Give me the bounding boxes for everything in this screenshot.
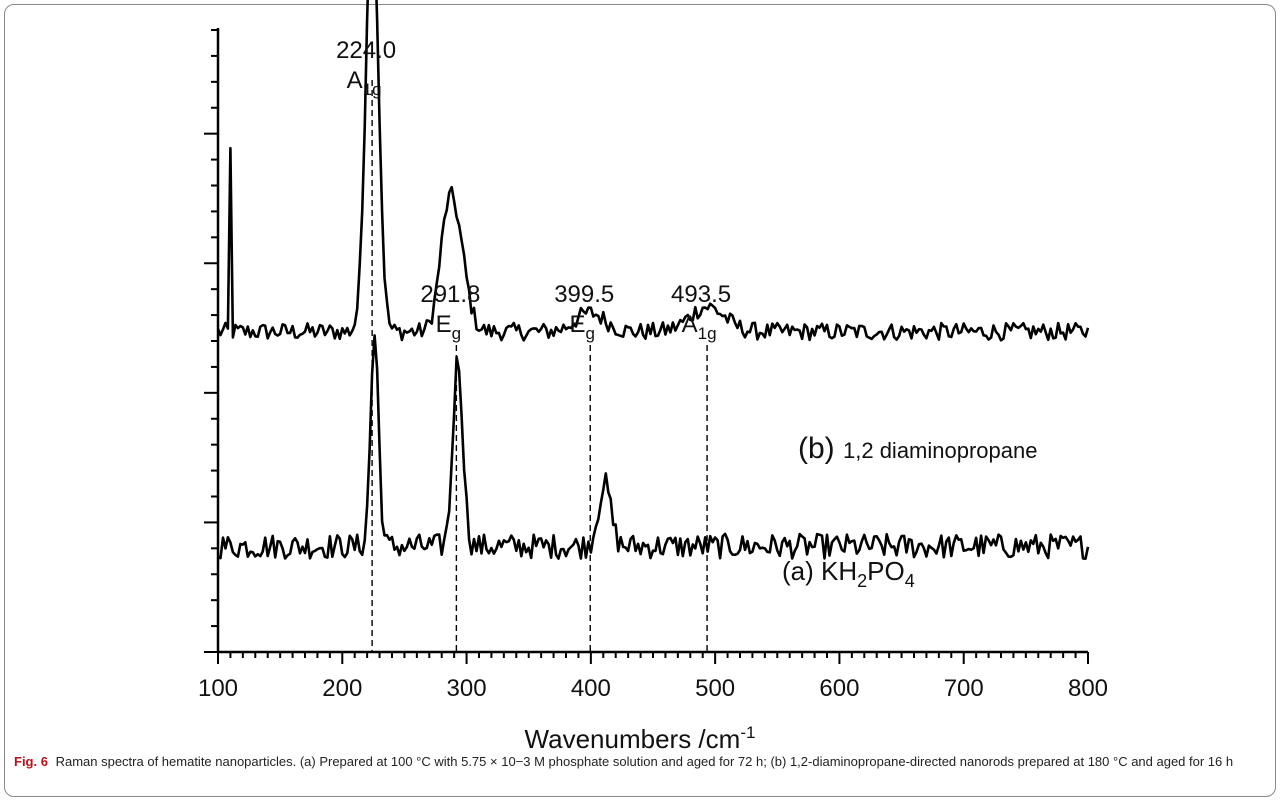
peak-value-label: 493.5 [671,281,731,308]
x-tick-label: 500 [695,675,735,702]
figure-frame [4,4,1276,797]
peak-value-label: 399.5 [554,281,614,308]
x-tick-label: 800 [1068,675,1108,702]
mode-label: Eg [436,311,461,343]
caption-label: Fig. 6 [14,754,48,769]
spectrum-line [217,334,1090,560]
mode-label: Eg [569,311,594,343]
series-group [216,0,1090,560]
annotation-labels: 224.0 A1g 291.8 Eg 399.5 Eg 493.5 A1g (b) 1,2 di… [336,37,1037,591]
figure-caption: Fig. 6 Raman spectra of hematite nanopar… [14,752,1254,771]
x-tick-label: 400 [571,675,611,702]
reference-lines [371,80,708,652]
series-label-a: (a) KH2PO4 [782,556,915,591]
x-tick-label: 300 [447,675,487,702]
x-tick-label: 700 [944,675,984,702]
chart-axes: 100 200 300 400 500 600 700 800 [198,28,1108,702]
peak-value-label: 291.8 [420,281,480,308]
x-axis-title: Wavenumbers /cm-1 [525,723,756,754]
x-tick-label: 200 [322,675,362,702]
x-tick-label: 600 [819,675,859,702]
mode-label: A1g [682,311,717,343]
caption-text: Raman spectra of hematite nanoparticles.… [55,754,1234,769]
x-tick-label: 100 [198,675,238,702]
mode-label: A1g [347,67,382,99]
spectrum-line [216,0,1090,342]
series-label-b: (b) 1,2 diaminopropane [798,432,1037,465]
peak-value-label: 224.0 [336,37,396,64]
